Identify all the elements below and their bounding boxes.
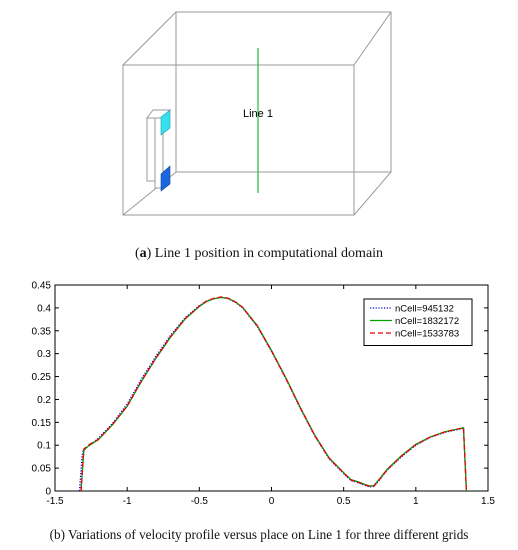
y-tick-label: 0 — [45, 487, 51, 498]
x-tick-label: 1.5 — [481, 496, 495, 507]
legend-label: nCell=1533783 — [395, 328, 459, 339]
line-1-label: Line 1 — [243, 108, 273, 120]
cyan-inlet — [160, 109, 171, 136]
caption-b-tag: b — [53, 527, 61, 542]
domain-diagram: Line 1 — [122, 11, 392, 216]
velocity-chart: -1.5 -1 -0.5 0 0.5 1 1.5 0 0.05 0.1 0.15 0.2 0.25 0.… — [32, 281, 496, 508]
caption-b-text: Variations of velocity profile versus pl… — [64, 527, 469, 542]
y-tick-label: 0.3 — [37, 349, 51, 360]
caption-a-text: Line 1 position in computational domain — [151, 246, 384, 261]
y-tick-label: 0.45 — [32, 281, 52, 292]
y-axis: 0 0.05 0.1 0.15 0.2 0.25 0.3 0.35 0.4 0.45 — [32, 281, 488, 498]
y-tick-label: 0.15 — [32, 418, 52, 429]
box-front-face — [122, 64, 355, 216]
x-tick-label: -1 — [123, 496, 132, 507]
inlet-block-front — [154, 117, 164, 189]
series-layer — [78, 296, 468, 492]
y-tick-label: 0.25 — [32, 372, 52, 383]
legend-label: nCell=945132 — [395, 303, 454, 314]
x-tick-label: -0.5 — [191, 496, 209, 507]
y-tick-label: 0.35 — [32, 326, 52, 337]
caption-b: (b) Variations of velocity profile versu… — [49, 527, 469, 542]
x-tick-label: -1.5 — [46, 496, 64, 507]
x-axis: -1.5 -1 -0.5 0 0.5 1 1.5 — [46, 285, 495, 507]
y-tick-label: 0.1 — [37, 441, 51, 452]
x-tick-label: 0.5 — [337, 496, 351, 507]
blue-outlet — [160, 165, 171, 192]
caption-a: (a) Line 1 position in computational dom… — [134, 246, 384, 261]
x-tick-label: 1 — [413, 496, 419, 507]
series-line-3 — [80, 296, 468, 492]
box-back-face — [175, 11, 392, 173]
y-tick-label: 0.05 — [32, 464, 52, 475]
box-edge-top-right — [353, 11, 392, 66]
inlet-block-side — [146, 117, 156, 182]
box-edge-top-left — [122, 11, 177, 66]
y-tick-label: 0.2 — [37, 395, 51, 406]
inlet-block — [146, 109, 172, 192]
legend-label: nCell=1832172 — [395, 316, 459, 327]
x-tick-label: 0 — [269, 496, 275, 507]
box-edge-bottom-right — [353, 171, 392, 216]
legend-box — [363, 298, 473, 346]
y-tick-label: 0.4 — [37, 303, 51, 314]
caption-a-tag: a — [139, 246, 147, 261]
